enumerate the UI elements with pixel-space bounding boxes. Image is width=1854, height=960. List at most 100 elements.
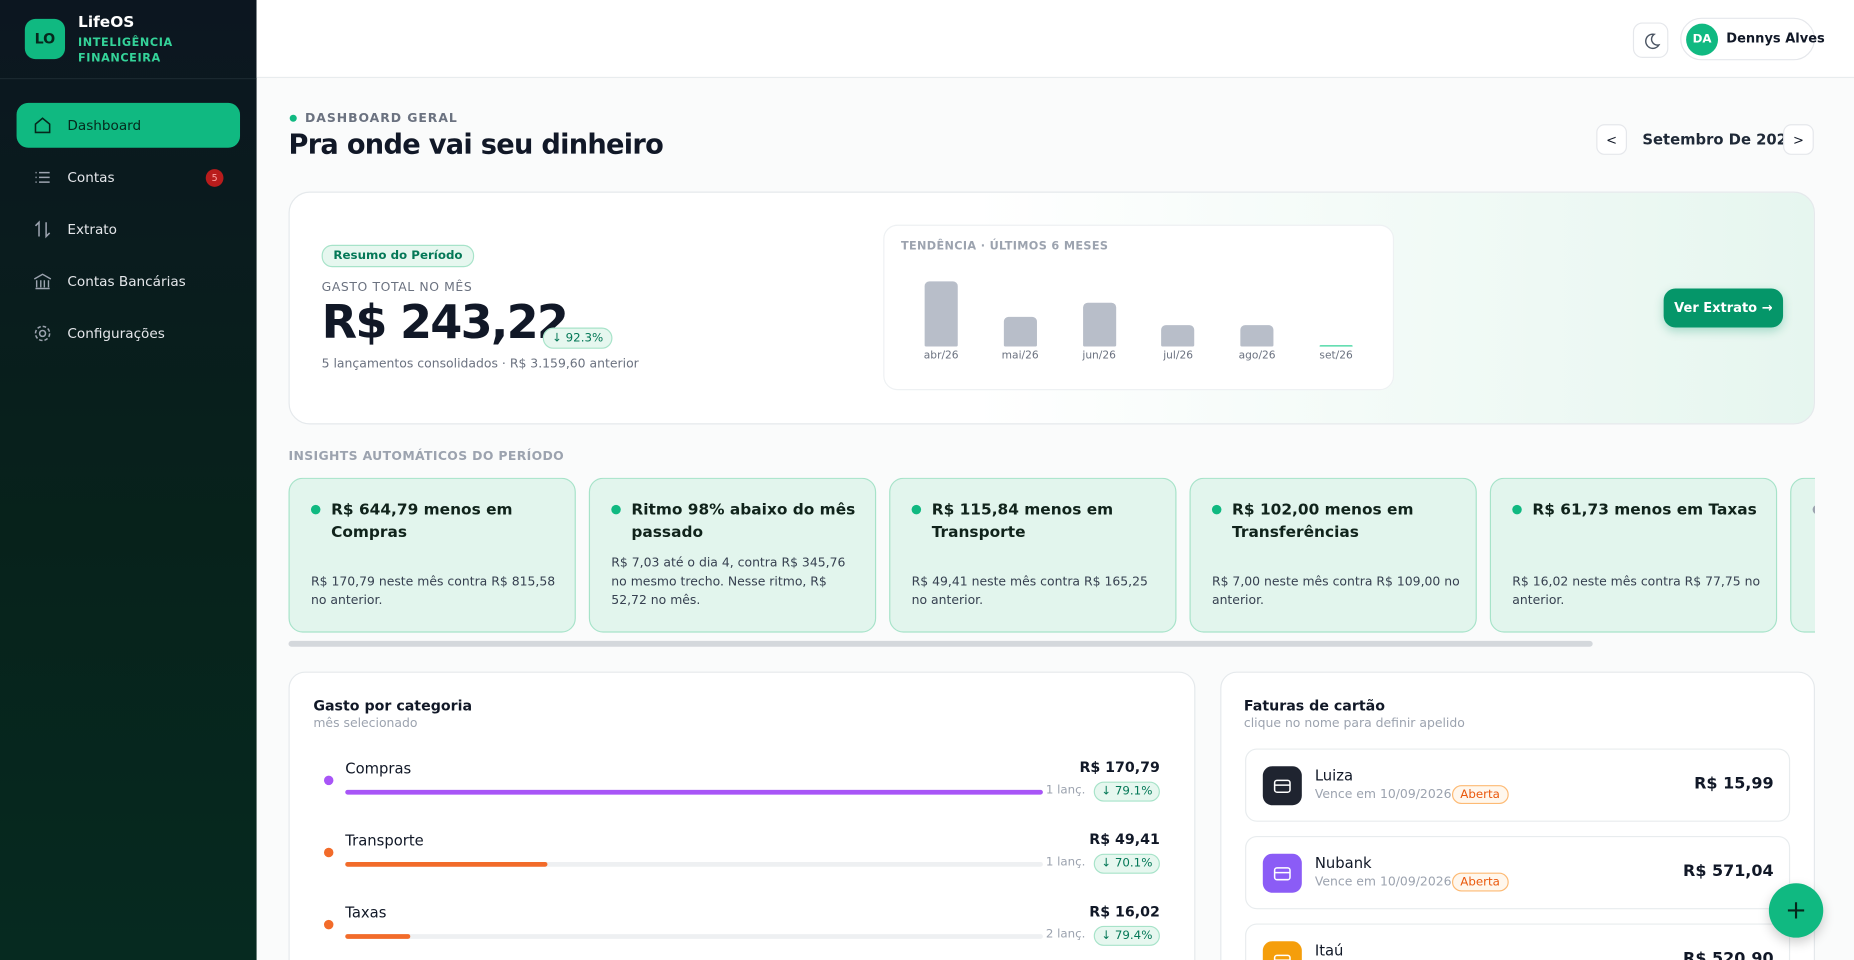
category-count: 1 lanç. (1045, 783, 1086, 797)
nav-item[interactable]: Contas Bancárias (17, 259, 240, 304)
summary-label: GASTO TOTAL NO MÊS (321, 280, 473, 295)
category-dot (323, 919, 334, 930)
category-change: ↓ 79.1% (1093, 781, 1160, 802)
eyebrow: DASHBOARD GERAL (305, 111, 458, 126)
card-status: Aberta (1451, 785, 1509, 805)
scrollbar[interactable] (288, 640, 1593, 647)
card-icon (1262, 853, 1302, 893)
insight-dot (310, 504, 321, 515)
nav-label: Contas (67, 169, 115, 186)
theme-toggle[interactable] (1632, 22, 1669, 58)
insight-card[interactable] (1790, 477, 1815, 633)
trend-label: jun/26 (1082, 349, 1116, 362)
insight-card[interactable]: R$ 61,73 menos em Taxas R$ 16,02 neste mê… (1489, 477, 1778, 633)
nav-label: Configurações (67, 325, 165, 342)
next-month[interactable]: > (1783, 124, 1814, 155)
trend-label: set/26 (1319, 349, 1353, 362)
sidebar: LO LifeOS INTELIGÊNCIA FINANCEIRA Dashbo… (0, 0, 257, 960)
category-panel (288, 671, 1196, 960)
cards-subtitle: clique no nome para definir apelido (1243, 716, 1465, 731)
summary-total: R$ 243,22 (321, 296, 569, 350)
trend-label: mai/26 (1001, 349, 1039, 362)
category-bar (345, 934, 411, 939)
trend-box (883, 224, 1395, 391)
insight-title: R$ 644,79 menos em Compras (331, 501, 513, 542)
card-amount: R$ 15,99 (1694, 774, 1774, 794)
category-name: Taxas (345, 903, 387, 922)
insight-dot (611, 504, 621, 515)
insight-title: Ritmo 98% abaixo do mês passado (631, 501, 856, 542)
category-name: Compras (345, 759, 412, 777)
nav-item[interactable]: Extrato (17, 207, 240, 252)
card-amount: R$ 520,90 (1683, 949, 1774, 960)
avatar: DA (1686, 23, 1719, 56)
add-button[interactable]: + (1768, 883, 1824, 938)
insight-title: R$ 102,00 menos em Transferências (1232, 501, 1414, 542)
brand-name: LifeOS (78, 14, 135, 32)
insight-card[interactable]: R$ 644,79 menos em Compras R$ 170,79 nest… (288, 477, 576, 633)
card-name[interactable]: Luiza (1314, 766, 1354, 784)
nav-item[interactable]: Dashboard (16, 102, 241, 148)
nav-item[interactable]: Contas 5 (17, 155, 240, 200)
card-name[interactable]: Nubank (1314, 853, 1372, 872)
insight-text: R$ 16,02 neste mês contra R$ 77,75 no an… (1512, 574, 1761, 608)
nav-icon (35, 171, 50, 183)
category-dot (323, 847, 334, 858)
category-amount: R$ 170,79 (1079, 759, 1160, 776)
trend-bar (1082, 302, 1116, 347)
summary-note: 5 lançamentos consolidados · R$ 3.159,60… (321, 357, 639, 372)
category-bar (345, 789, 1043, 795)
nav-label: Extrato (67, 221, 117, 238)
insight-text: R$ 49,41 neste mês contra R$ 165,25 no a… (911, 574, 1148, 608)
user-name: Dennys Alves (1726, 30, 1825, 47)
category-bar (345, 861, 548, 867)
trend-bar (1319, 344, 1353, 347)
trend-label: abr/26 (923, 349, 959, 362)
card-row[interactable] (1245, 835, 1791, 910)
nav-label: Contas Bancárias (67, 273, 186, 290)
insight-card[interactable]: R$ 102,00 menos em Transferências R$ 7,00… (1189, 477, 1477, 633)
prev-month[interactable]: < (1596, 124, 1627, 155)
card-row[interactable] (1245, 923, 1791, 960)
nav-item[interactable]: Configurações (17, 311, 240, 356)
trend-bar (924, 281, 958, 347)
card-due: Vence em 10/09/2026 (1314, 874, 1452, 890)
category-count: 1 lanç. (1045, 856, 1086, 870)
logo: LO (24, 18, 66, 60)
summary-change: ↓ 92.3% (542, 327, 613, 349)
insight-card[interactable]: R$ 115,84 menos em Transporte R$ 49,41 ne… (889, 477, 1177, 633)
category-amount: R$ 16,02 (1089, 903, 1160, 920)
category-dot (323, 775, 334, 786)
category-track (345, 861, 1043, 867)
nav-icon (34, 117, 51, 134)
category-change: ↓ 79.4% (1093, 925, 1160, 946)
nav-badge: 5 (205, 169, 224, 187)
category-name: Transporte (345, 831, 424, 849)
card-row[interactable] (1245, 748, 1791, 822)
card-name[interactable]: Itaú (1314, 941, 1344, 959)
insight-card[interactable]: Ritmo 98% abaixo do mês passado R$ 7,03 a… (588, 477, 877, 633)
card-due: Vence em 10/09/2026 (1314, 787, 1452, 802)
brand-tagline: INTELIGÊNCIA FINANCEIRA (78, 36, 173, 66)
divider (0, 78, 257, 80)
cards-title: Faturas de cartão (1243, 697, 1385, 715)
summary-tag: Resumo do Período (321, 244, 475, 268)
insight-dot (911, 504, 922, 515)
insight-text: R$ 7,00 neste mês contra R$ 109,00 no an… (1211, 574, 1460, 608)
category-title: Gasto por categoria (313, 697, 473, 715)
insights-strip: R$ 644,79 menos em Compras R$ 170,79 nest… (288, 477, 1815, 635)
category-count: 2 lanç. (1045, 928, 1086, 942)
eyebrow-dot (289, 114, 297, 122)
category-subtitle: mês selecionado (313, 716, 418, 731)
user-menu[interactable]: DA Dennys Alves (1680, 17, 1825, 61)
topbar (256, 0, 1854, 79)
trend-bar (1003, 316, 1037, 347)
view-statement-button[interactable]: Ver Extrato → (1663, 288, 1784, 328)
card-icon (1262, 941, 1302, 960)
nav-icon (34, 325, 51, 342)
category-change: ↓ 70.1% (1093, 853, 1160, 874)
nav-label: Dashboard (67, 117, 142, 134)
category-track (345, 934, 1043, 939)
